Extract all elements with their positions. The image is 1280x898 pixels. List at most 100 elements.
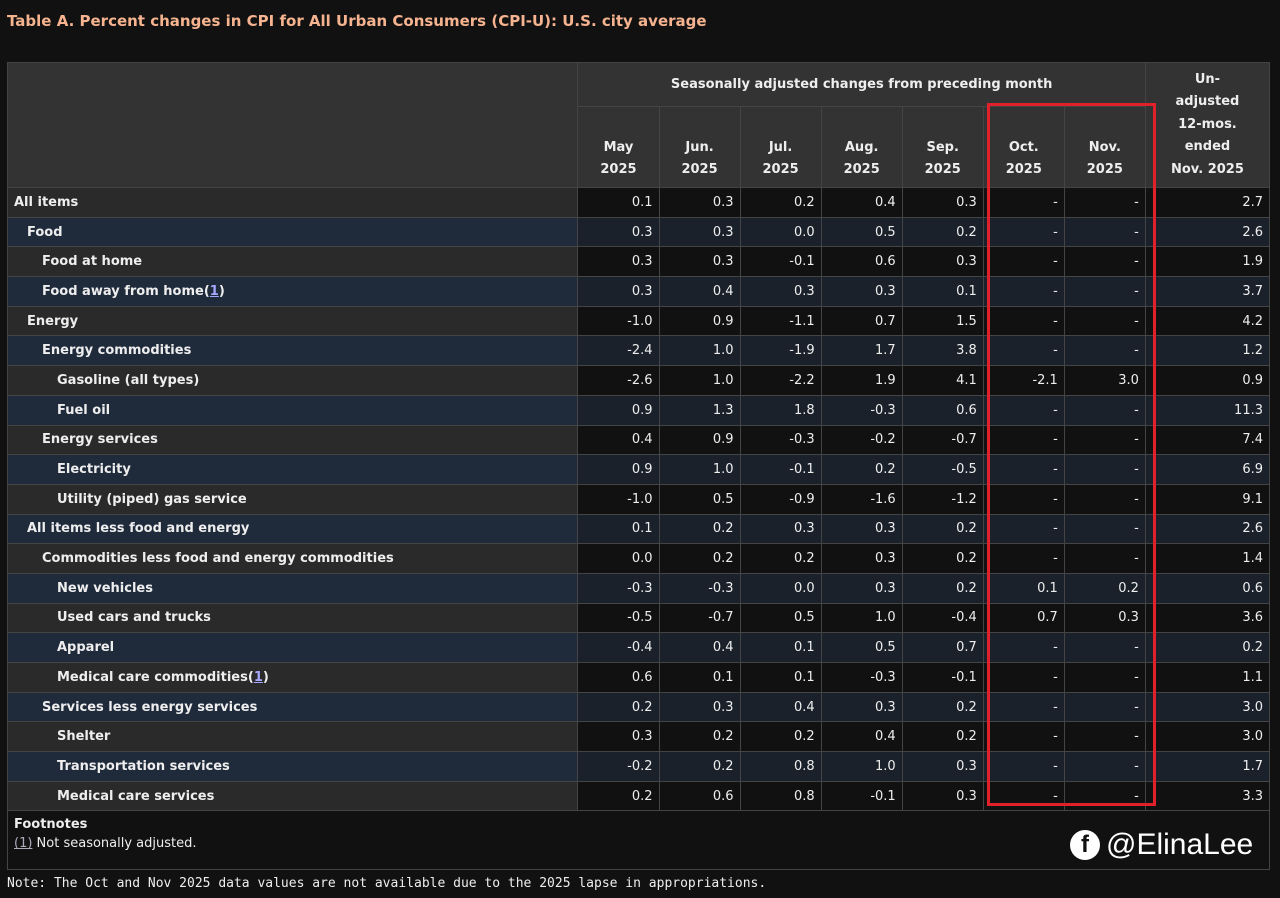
value-cell: -0.1 [739,246,822,278]
note: Note: The Oct and Nov 2025 data values a… [7,876,767,891]
value-cell: 1.5 [901,305,984,337]
value-cell: - [1063,394,1146,426]
row-label: Services less energy services [6,691,579,723]
table-row: Energy -1.0 0.9 -1.1 0.7 1.5- -4.2 [6,305,1271,337]
value-cell: 0.2 [901,513,984,545]
value-cell: - [1063,305,1146,337]
table-row: Food away from home(1) 0.3 0.4 0.3 0.3 0.1- -3… [6,276,1271,307]
value-cell: - [1063,513,1146,545]
value-cell: 0.1 [739,632,822,663]
row-label: Gasoline (all types) [6,365,579,396]
footnote-ref[interactable]: 1 [253,669,263,685]
table-title: Table A. Percent changes in CPI for All … [7,12,707,30]
value-cell: - [982,780,1065,812]
value-cell: 1.7 [1144,751,1271,782]
value-cell: 0.3 [820,543,903,574]
value-cell: 0.5 [658,483,741,515]
value-cell: -0.5 [901,454,984,485]
value-cell: 0.2 [658,751,741,782]
value-cell: 3.0 [1144,721,1271,753]
value-cell: 0.3 [901,780,984,812]
value-cell: 0.2 [739,721,822,753]
value-cell: 6.9 [1144,454,1271,485]
value-cell: 0.3 [1063,602,1146,634]
value-cell: - [1063,691,1146,723]
value-cell: - [982,246,1065,278]
value-cell: - [982,721,1065,753]
value-cell: -0.2 [577,751,660,782]
header-month: Aug. 2025 [820,106,903,188]
value-cell: 1.0 [820,602,903,634]
value-cell: 1.9 [1144,246,1271,278]
header-month: Jun. 2025 [658,106,741,188]
value-cell: 0.2 [739,187,822,218]
table-row: Transportation services -0.2 0.2 0.8 1.0 0.3-… [6,751,1271,782]
value-cell: 0.6 [820,246,903,278]
value-cell: - [1063,246,1146,278]
table-row: All items 0.1 0.3 0.2 0.4 0.3- -2.7 [6,187,1271,218]
footnote-ref[interactable]: 1 [209,283,219,299]
row-label: Food [6,216,579,248]
value-cell: 0.2 [901,543,984,574]
value-cell: 0.4 [820,187,903,218]
value-cell: - [1063,454,1146,485]
value-cell: 0.9 [1144,365,1271,396]
header-month: May 2025 [577,106,660,188]
value-cell: 1.9 [820,365,903,396]
value-cell: 4.2 [1144,305,1271,337]
value-cell: 1.2 [1144,335,1271,367]
value-cell: 0.4 [658,276,741,307]
value-cell: - [1063,751,1146,782]
value-cell: 0.3 [658,246,741,278]
value-cell: -0.4 [577,632,660,663]
value-cell: - [982,662,1065,693]
value-cell: - [982,751,1065,782]
value-cell: 0.7 [901,632,984,663]
table-row: New vehicles -0.3 -0.3 0.0 0.3 0.2 0.1 0.2 0.6 [6,572,1271,604]
value-cell: - [1063,187,1146,218]
value-cell: 0.2 [820,454,903,485]
table-row: Medical care services 0.2 0.6 0.8 -0.1 0.3- -3… [6,780,1271,812]
header-group: Seasonally adjusted changes from precedi… [577,62,1146,107]
footnotes-heading: Footnotes [14,817,88,833]
value-cell: -0.7 [658,602,741,634]
value-cell: -0.9 [739,483,822,515]
value-cell: 0.2 [739,543,822,574]
value-cell: - [1063,721,1146,753]
value-cell: -0.3 [658,572,741,604]
table-row: Shelter 0.3 0.2 0.2 0.4 0.2- -3.0 [6,721,1271,753]
value-cell: 11.3 [1144,394,1271,426]
value-cell: - [982,454,1065,485]
value-cell: 3.0 [1063,365,1146,396]
value-cell: -2.4 [577,335,660,367]
footnote-item: (1) Not seasonally adjusted. [14,836,1263,851]
row-label: Energy services [6,424,579,456]
watermark: f @ElinaLee [1070,828,1253,862]
header-month: Oct. 2025 [982,106,1065,188]
value-cell: 0.2 [901,691,984,723]
value-cell: -0.3 [739,424,822,456]
table-row: Commodities less food and energy commodi… [6,543,1271,574]
value-cell: 1.0 [658,335,741,367]
footnote-link[interactable]: (1) [14,836,33,852]
value-cell: 0.5 [739,602,822,634]
value-cell: 3.8 [901,335,984,367]
value-cell: - [982,513,1065,545]
value-cell: - [1063,632,1146,663]
value-cell: 0.7 [820,305,903,337]
value-cell: 0.1 [739,662,822,693]
value-cell: 1.0 [820,751,903,782]
row-label: Fuel oil [6,394,579,426]
value-cell: -0.3 [577,572,660,604]
value-cell: 0.2 [1063,572,1146,604]
footnote-text: Not seasonally adjusted. [32,836,197,852]
table-row: Medical care commodities(1) 0.6 0.1 0.1 -0.3… [6,662,1271,693]
value-cell: -1.0 [577,483,660,515]
value-cell: 2.6 [1144,216,1271,248]
value-cell: - [1063,424,1146,456]
table-row: Food at home 0.3 0.3 -0.1 0.6 0.3- -1.9 [6,246,1271,278]
watermark-handle: @ElinaLee [1106,828,1254,861]
row-label: All items [6,187,579,218]
value-cell: 7.4 [1144,424,1271,456]
value-cell: - [982,632,1065,663]
